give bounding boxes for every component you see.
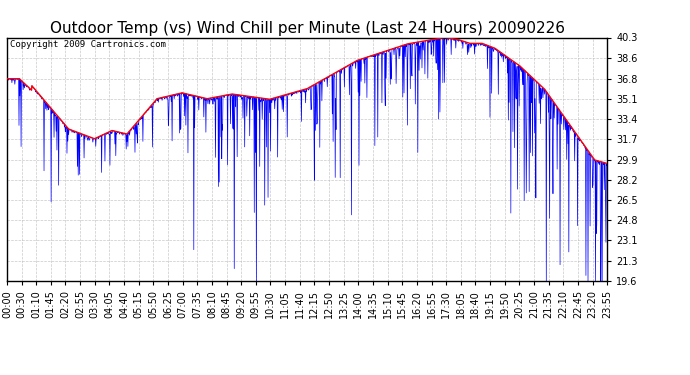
Title: Outdoor Temp (vs) Wind Chill per Minute (Last 24 Hours) 20090226: Outdoor Temp (vs) Wind Chill per Minute …: [50, 21, 564, 36]
Text: Copyright 2009 Cartronics.com: Copyright 2009 Cartronics.com: [10, 40, 166, 49]
